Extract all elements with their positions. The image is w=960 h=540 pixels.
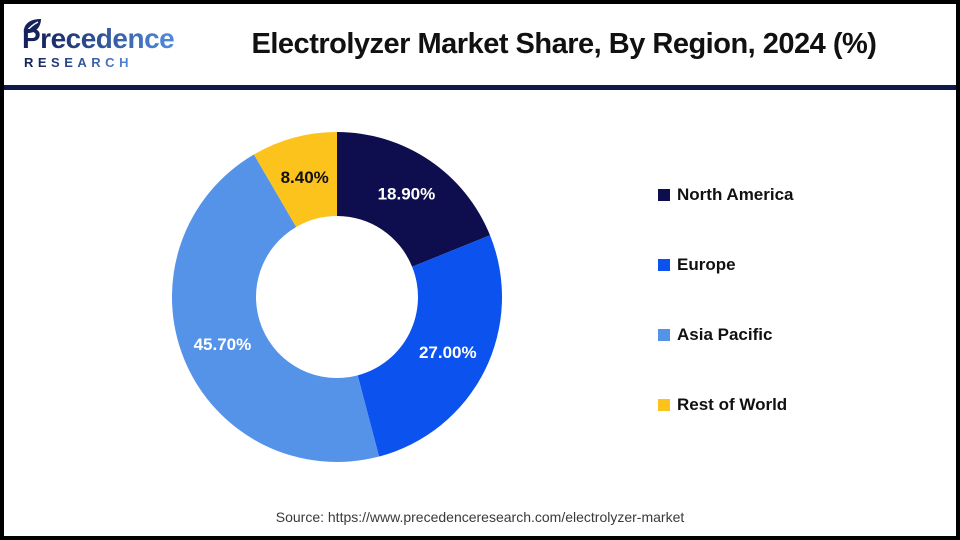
legend-item-europe: Europe: [658, 255, 794, 274]
slice-value-label: 8.40%: [281, 168, 329, 187]
header: Precedence RESEARCH Electrolyzer Market …: [4, 4, 956, 90]
slice-value-label: 45.70%: [194, 335, 252, 354]
chart-legend: North America Europe Asia Pacific Rest of W…: [658, 185, 794, 414]
slice-value-label: 18.90%: [378, 185, 436, 204]
source-citation: Source: https://www.precedenceresearch.c…: [275, 509, 685, 525]
legend-swatch: [658, 189, 670, 201]
donut-chart: 18.90% 27.00% 45.70% 8.40%: [171, 132, 503, 463]
legend-item-asia-pacific: Asia Pacific: [658, 325, 794, 344]
legend-item-rest-of-world: Rest of World: [658, 395, 794, 414]
leaf-icon: [23, 19, 41, 34]
slice-value-label: 27.00%: [419, 343, 477, 362]
legend-swatch: [658, 329, 670, 341]
legend-label: Europe: [677, 255, 736, 274]
legend-label: Rest of World: [677, 395, 788, 414]
donut-slice-asia-pacific: [171, 154, 380, 463]
legend-item-north-america: North America: [658, 185, 794, 204]
legend-swatch: [658, 259, 670, 271]
donut-chart-area: 18.90% 27.00% 45.70% 8.40%: [160, 120, 514, 474]
donut-slice-rest-of-world: [253, 132, 337, 228]
legend-label: North America: [677, 185, 794, 204]
chart-title: Electrolyzer Market Share, By Region, 20…: [251, 28, 877, 60]
legend-label: Asia Pacific: [677, 325, 773, 344]
legend-swatch: [658, 399, 670, 411]
precedence-research-logo: Precedence RESEARCH: [20, 17, 190, 77]
donut-slice-europe: [357, 235, 503, 457]
logo-brand-text: Precedence: [22, 23, 175, 54]
donut-slice-north-america: [337, 132, 491, 267]
logo-sub-text: RESEARCH: [24, 55, 133, 70]
